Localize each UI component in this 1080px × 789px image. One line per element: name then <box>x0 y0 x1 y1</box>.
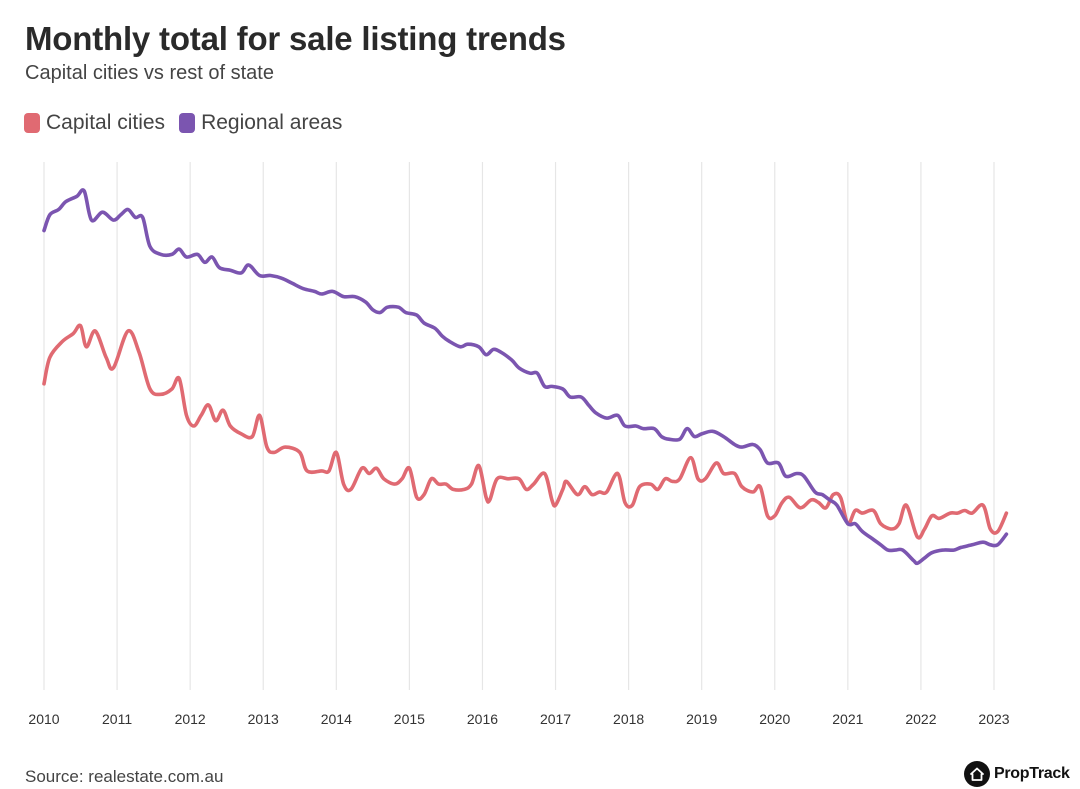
brand-logo: PropTrack <box>964 761 1070 787</box>
x-tick-label-2017: 2017 <box>540 711 571 727</box>
line-chart: 2010 2011 2012 2013 2014 2015 2016 2017 2018 2019… <box>28 162 1010 727</box>
x-tick-label-2021: 2021 <box>832 711 863 727</box>
x-tick-label-2015: 2015 <box>394 711 425 727</box>
legend-label-capital-cities: Capital cities <box>46 111 166 134</box>
x-tick-label-2014: 2014 <box>321 711 352 727</box>
series-line-capital-cities <box>42 323 1009 540</box>
legend-swatch-capital-cities <box>24 113 40 133</box>
chart-legend: Capital cities Regional areas <box>24 111 342 135</box>
x-tick-label-2012: 2012 <box>175 711 206 727</box>
x-tick-label-2023: 2023 <box>978 711 1009 727</box>
x-tick-label-2016: 2016 <box>467 711 498 727</box>
source-note: Source: realestate.com.au <box>25 767 224 786</box>
brand-name: PropTrack <box>994 765 1070 782</box>
x-tick-label-2022: 2022 <box>905 711 936 727</box>
chart-subtitle: Capital cities vs rest of state <box>25 62 274 84</box>
x-tick-label-2013: 2013 <box>248 711 279 727</box>
x-tick-label-2018: 2018 <box>613 711 644 727</box>
legend-label-regional-areas: Regional areas <box>201 111 343 134</box>
x-tick-label-2019: 2019 <box>686 711 717 727</box>
x-tick-label-2020: 2020 <box>759 711 790 727</box>
series-line-regional-areas <box>42 188 1009 566</box>
x-tick-label-2011: 2011 <box>102 711 132 727</box>
chart-title: Monthly total for sale listing trends <box>25 20 566 57</box>
legend-item-regional-areas: Regional areas <box>179 111 342 135</box>
house-icon <box>964 761 990 787</box>
legend-swatch-regional-areas <box>179 113 196 133</box>
x-tick-label-2010: 2010 <box>28 711 59 727</box>
legend-item-capital-cities: Capital cities <box>24 111 165 135</box>
